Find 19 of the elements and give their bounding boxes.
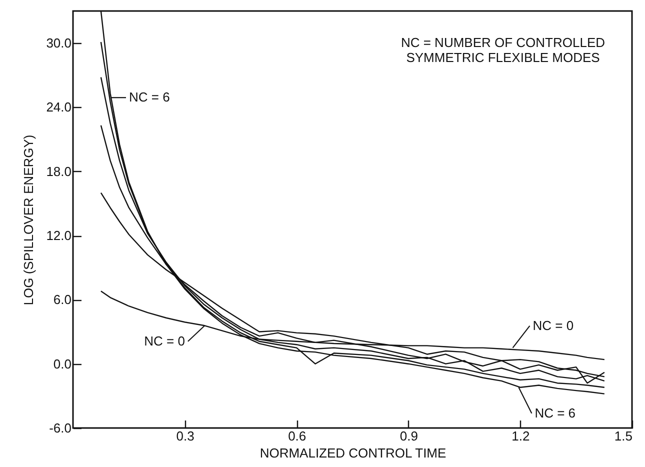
y-tick-label: 12.0 [46,228,72,244]
y-tick-label: 24.0 [46,100,72,115]
x-tick-label: 0.9 [400,428,418,444]
annotation: NC = 0 [532,318,574,333]
x-tick-label: 1.5 [614,428,632,444]
x-axis-title: NORMALIZED CONTROL TIME [260,446,446,460]
annotation: NC = 6 [534,405,576,420]
annotation: NC = 0 [144,333,185,348]
x-tick-label: 1.2 [512,428,530,444]
x-tick-label: 0.6 [288,428,306,444]
y-tick-label: 0.0 [53,356,72,372]
y-tick-label: 30.0 [46,36,72,51]
y-tick-label: 6.0 [53,292,72,308]
annotation: NC = NUMBER OF CONTROLLED SYMMETRIC FLEXIBLE MODES [400,35,606,65]
annotation: NC = 6 [129,90,170,105]
y-tick-label: 18.0 [46,164,72,179]
y-tick-label: -6.0 [49,420,72,436]
y-axis-title: LOG (SPILLOVER ENERGY) [21,134,36,306]
x-tick-label: 0.3 [176,428,194,444]
